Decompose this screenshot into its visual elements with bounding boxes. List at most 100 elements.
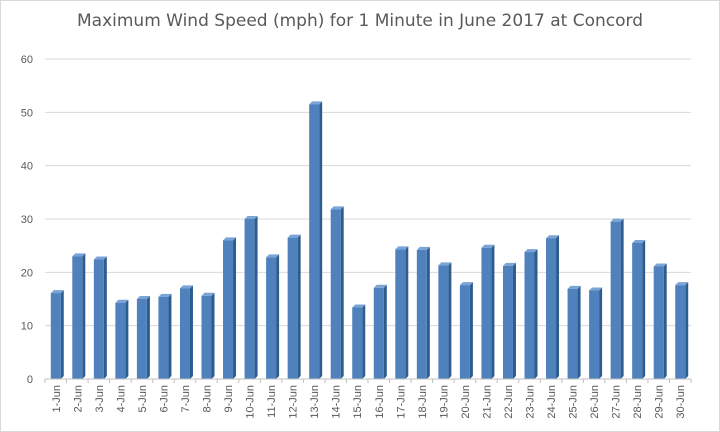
chart-title: Maximum Wind Speed (mph) for 1 Minute in…: [76, 11, 643, 31]
bar-front: [50, 293, 61, 379]
bar: [632, 240, 646, 379]
bar-front: [438, 265, 449, 379]
x-tick-label: 9-Jun: [223, 385, 235, 413]
bar-top: [373, 284, 387, 288]
x-tick-label: 23-Jun: [525, 385, 537, 419]
x-tick-label: 20-Jun: [460, 385, 472, 419]
bar: [524, 249, 538, 379]
x-tick-label: 27-Jun: [611, 385, 623, 419]
bar-side: [319, 101, 323, 379]
bar: [93, 256, 107, 379]
bar: [223, 237, 237, 379]
y-tick-label: 0: [27, 374, 33, 386]
bar-top: [395, 246, 409, 250]
bar-front: [610, 221, 621, 379]
bar-front: [373, 287, 384, 379]
y-tick-label: 10: [21, 321, 33, 333]
bar: [352, 304, 366, 379]
x-tick-label: 19-Jun: [438, 385, 450, 419]
x-tick-label: 25-Jun: [568, 385, 580, 419]
x-tick-label: 14-Jun: [331, 385, 343, 419]
bar-side: [146, 296, 150, 379]
x-tick-label: 5-Jun: [137, 385, 149, 413]
y-tick-label: 60: [21, 54, 33, 66]
bar: [309, 101, 323, 379]
bar-front: [589, 290, 600, 379]
bar-front: [244, 219, 255, 379]
bar-top: [72, 253, 86, 257]
bar-side: [297, 234, 301, 379]
bar-top: [481, 244, 495, 248]
bar: [266, 254, 280, 379]
bar-side: [211, 292, 215, 379]
bar: [373, 284, 387, 379]
bars: [50, 101, 689, 379]
bar: [50, 290, 64, 379]
x-tick-label: 15-Jun: [352, 385, 364, 419]
bar-side: [82, 253, 86, 379]
bar: [546, 235, 560, 379]
bar-side: [577, 285, 581, 379]
bar-front: [395, 249, 406, 379]
bar: [244, 216, 258, 379]
bar-top: [115, 299, 129, 303]
bar-front: [93, 259, 104, 379]
x-tick-label: 26-Jun: [589, 385, 601, 419]
bar-top: [352, 304, 366, 308]
bar-side: [534, 249, 538, 379]
bar-side: [60, 290, 64, 379]
bar-side: [103, 256, 107, 379]
bar-front: [567, 288, 578, 379]
bar-front: [675, 285, 686, 379]
bar-front: [524, 252, 535, 379]
x-tick-label: 16-Jun: [374, 385, 386, 419]
bar-front: [309, 104, 320, 379]
bar-side: [189, 285, 193, 379]
bar: [438, 262, 452, 379]
bar-front: [158, 296, 169, 379]
bar: [459, 282, 473, 379]
bar-side: [491, 244, 495, 379]
bar-top: [136, 296, 150, 299]
bar-front: [72, 256, 83, 379]
bar: [567, 285, 581, 379]
bar-front: [115, 302, 126, 379]
bar-top: [416, 246, 430, 250]
bar-side: [168, 293, 172, 379]
x-tick-label: 11-Jun: [266, 385, 278, 418]
bar-side: [620, 218, 624, 379]
bar-front: [481, 247, 492, 379]
bar-top: [201, 292, 215, 296]
bar-top: [675, 282, 689, 286]
bar-side: [254, 216, 258, 379]
bar-front: [201, 295, 212, 379]
x-tick-label: 21-Jun: [481, 385, 493, 419]
bar-front: [546, 238, 557, 379]
bar-top: [287, 234, 301, 238]
x-tick-label: 22-Jun: [503, 385, 515, 419]
bar: [481, 244, 495, 379]
bar: [675, 282, 689, 379]
bar: [158, 293, 172, 379]
bar: [179, 285, 193, 379]
bar-side: [512, 262, 516, 379]
bar: [330, 206, 344, 379]
y-tick-label: 40: [21, 161, 33, 173]
bar: [502, 262, 516, 379]
bar-side: [362, 304, 366, 379]
bar-top: [309, 101, 323, 105]
bar-front: [330, 209, 341, 379]
bar: [287, 234, 301, 379]
bar-front: [179, 288, 190, 379]
bar-side: [448, 262, 452, 379]
y-tick-label: 50: [21, 107, 33, 119]
bar-front: [287, 237, 298, 379]
bar-front: [223, 240, 234, 379]
bar-top: [244, 216, 258, 219]
bar-side: [663, 263, 667, 379]
x-tick-label: 30-Jun: [675, 385, 687, 419]
bar-top: [653, 263, 667, 267]
bar-top: [438, 262, 452, 266]
